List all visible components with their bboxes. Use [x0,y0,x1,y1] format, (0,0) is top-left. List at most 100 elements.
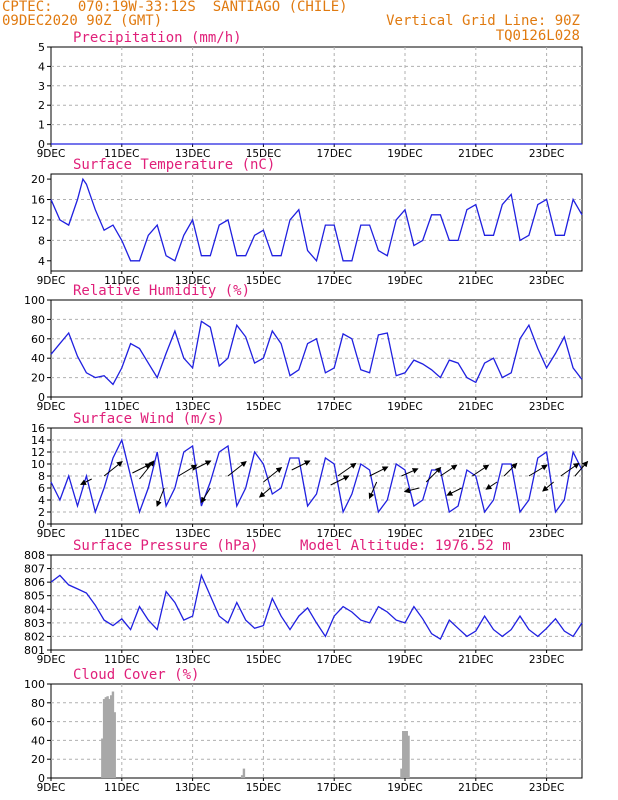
y-tick-label: 0 [38,518,45,531]
y-tick-label: 0 [38,138,45,151]
bar [240,775,244,778]
x-tick-label: 21DEC [458,401,493,413]
wind-arrow [258,487,271,498]
wind-arrow [103,460,123,477]
y-tick-label: 1 [38,119,45,132]
x-tick-label: 23DEC [529,148,564,160]
x-tick-label: 13DEC [175,401,210,413]
x-tick-label: 13DEC [175,275,210,287]
wind-arrow [368,481,378,500]
x-tick-label: 11DEC [104,782,139,794]
bar [104,697,108,778]
y-tick-label: 60 [31,333,45,346]
bar [109,695,113,778]
wind-arrow [369,466,389,477]
wind-arrow [542,481,555,492]
x-tick-label: 21DEC [458,148,493,160]
x-tick-label: 13DEC [175,782,210,794]
bar [101,738,104,778]
plot-frame [50,683,583,779]
plot-frame [50,554,583,651]
panel-title: Cloud Cover (%) [73,667,199,683]
panel-title: Surface Wind (m/s) [73,411,225,427]
wind-arrow [485,481,498,490]
x-tick-label: 21DEC [458,654,493,666]
x-tick-label: 9DEC [37,148,66,160]
wind-arrow [337,462,357,477]
x-tick-label: 17DEC [316,782,351,794]
wind-arrow [403,487,420,494]
x-tick-label: 23DEC [529,275,564,287]
y-tick-label: 4 [38,494,45,507]
y-tick-label: 4 [38,60,45,73]
x-tick-label: 19DEC [387,528,422,540]
y-tick-label: 12 [31,214,45,227]
bar [407,735,410,778]
x-tick-label: 13DEC [175,528,210,540]
wind-arrow [132,463,152,474]
y-tick-label: 4 [38,255,45,268]
y-tick-label: 20 [31,753,45,766]
y-tick-label: 8 [38,234,45,247]
x-tick-label: 21DEC [458,528,493,540]
x-tick-label: 17DEC [316,654,351,666]
y-tick-label: 80 [31,697,45,710]
bar [106,696,109,778]
plot-frame [50,173,583,272]
wind-arrow [574,460,589,477]
x-tick-label: 11DEC [104,148,139,160]
wind-arrow [178,464,198,477]
wind-arrow [560,462,580,477]
y-tick-label: 808 [24,549,45,562]
x-tick-label: 23DEC [529,782,564,794]
y-tick-label: 804 [24,603,45,616]
header: CPTEC: 070:19W-33:12S SANTIAGO (CHILE) 0… [0,0,618,46]
wind-arrow [471,464,490,477]
panel-title: Relative Humidity (%) [73,283,250,299]
bar [111,691,115,778]
wind-arrow [330,475,350,486]
x-tick-label: 23DEC [529,528,564,540]
wind-arrow [139,460,155,480]
series-line [50,177,583,263]
series-line [50,320,583,386]
x-tick-label: 21DEC [458,782,493,794]
x-tick-label: 17DEC [316,528,351,540]
x-tick-label: 17DEC [316,275,351,287]
panel-6: 0 20 40 60 80 100 9DEC 11DEC 13DEC 15DEC 17DEC 19DE… [24,667,583,794]
y-tick-label: 20 [31,372,45,385]
panel-1: 0 1 2 3 4 5 9DEC 11DEC 13DEC 15DEC 17DEC 19DEC 21DEC… [37,30,583,160]
y-tick-label: 40 [31,352,45,365]
y-tick-label: 0 [38,772,45,785]
wind-arrow [200,487,211,504]
wind-arrow [80,478,92,485]
y-tick-label: 801 [24,644,45,657]
x-tick-label: 23DEC [529,401,564,413]
panel-title: Surface Pressure (hPa) [73,538,258,554]
x-tick-label: 9DEC [37,401,66,413]
wind-arrow [227,460,247,477]
wind-arrow [425,466,442,483]
bar [405,731,408,778]
panel-title: Precipitation (mm/h) [73,30,242,46]
run-date-label: 09DEC2020 90Z (GMT) [2,13,163,29]
x-tick-label: 9DEC [37,275,66,287]
y-tick-label: 80 [31,313,45,326]
y-tick-label: 803 [24,617,45,630]
wind-arrow [503,462,518,477]
x-tick-label: 23DEC [529,654,564,666]
x-tick-label: 13DEC [175,148,210,160]
x-tick-label: 11DEC [104,528,139,540]
y-tick-label: 802 [24,630,45,643]
bar [242,768,246,778]
x-tick-label: 15DEC [246,782,281,794]
y-tick-label: 10 [31,458,45,471]
y-tick-label: 20 [31,173,45,186]
y-tick-label: 100 [24,678,45,691]
bar [102,699,106,778]
wind-arrow [401,468,419,477]
plot-frame [50,299,583,398]
x-tick-label: 17DEC [316,148,351,160]
x-tick-label: 19DEC [387,654,422,666]
